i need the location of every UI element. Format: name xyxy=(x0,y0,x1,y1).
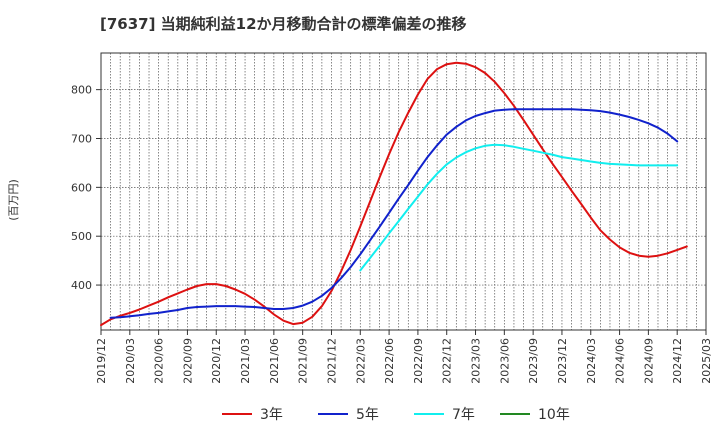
y-tick-label: 700 xyxy=(71,132,92,145)
series-group xyxy=(100,61,688,327)
y-tick-label: 800 xyxy=(71,84,92,97)
x-tick-label: 2024/06 xyxy=(614,338,627,384)
legend-label: 3年 xyxy=(260,407,283,423)
x-tick-label: 2022/09 xyxy=(412,338,425,384)
x-tick-label: 2020/06 xyxy=(153,338,166,384)
x-tick-label: 2021/06 xyxy=(268,338,281,384)
x-tick-label: 2019/12 xyxy=(95,338,108,384)
y-axis-label: (百万円) xyxy=(7,179,20,221)
x-tick-label: 2020/12 xyxy=(210,338,223,384)
legend-label: 5年 xyxy=(356,407,379,423)
legend-label: 10年 xyxy=(538,407,570,423)
x-tick-label: 2020/03 xyxy=(124,338,137,384)
y-tick-label: 600 xyxy=(71,181,92,194)
x-tick-label: 2024/09 xyxy=(642,338,655,384)
x-tick-label: 2022/12 xyxy=(441,338,454,384)
x-tick-label: 2023/06 xyxy=(498,338,511,384)
grid xyxy=(101,53,706,330)
y-tick-label: 500 xyxy=(71,230,92,243)
x-tick-label: 2024/12 xyxy=(671,338,684,384)
legend: 3年 5年 7年 10年 xyxy=(222,407,570,423)
y-axis-ticks: 400 500 600 700 800 xyxy=(71,84,101,292)
x-tick-label: 2023/12 xyxy=(556,338,569,384)
x-tick-label: 2025/03 xyxy=(700,338,713,384)
x-tick-label: 2024/03 xyxy=(585,338,598,384)
legend-label: 7年 xyxy=(452,407,475,423)
plot-area-frame xyxy=(100,52,707,331)
x-tick-label: 2023/09 xyxy=(527,338,540,384)
series-line-2 xyxy=(109,108,679,319)
y-tick-label: 400 xyxy=(71,279,92,292)
x-tick-label: 2021/12 xyxy=(325,338,338,384)
x-tick-label: 2020/09 xyxy=(181,338,194,384)
series-line-1 xyxy=(100,61,688,327)
x-tick-label: 2021/09 xyxy=(297,338,310,384)
x-axis-ticks: 2019/12 2020/03 2020/06 2020/09 2020/12 2021/… xyxy=(95,330,713,384)
x-tick-label: 2021/03 xyxy=(239,338,252,384)
x-tick-label: 2023/03 xyxy=(470,338,483,384)
series-line-3 xyxy=(359,143,679,272)
x-tick-label: 2022/06 xyxy=(383,338,396,384)
chart-title: [7637] 当期純利益12か月移動合計の標準偏差の推移 xyxy=(100,15,467,33)
x-tick-label: 2022/03 xyxy=(354,338,367,384)
